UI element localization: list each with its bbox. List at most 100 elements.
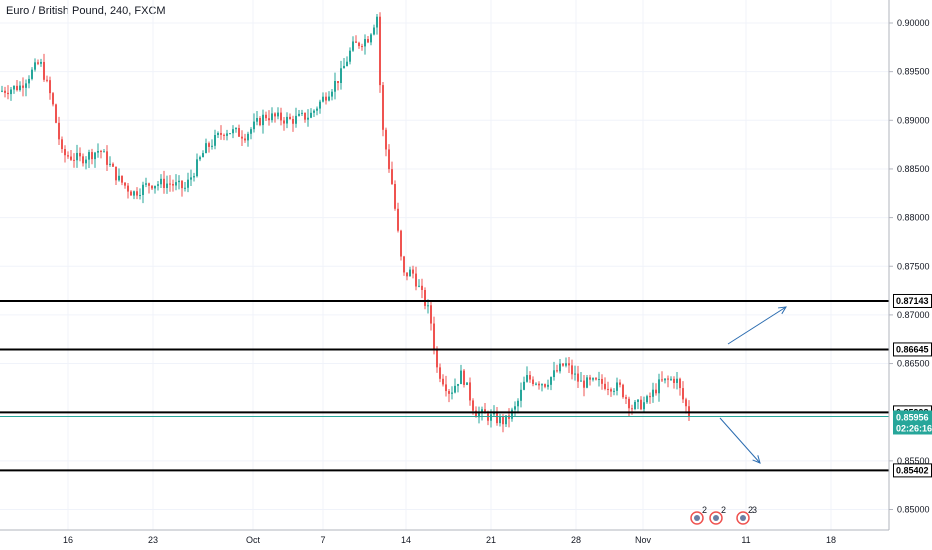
candle-body bbox=[301, 112, 303, 114]
candle-body bbox=[589, 377, 591, 380]
candle-body bbox=[550, 377, 552, 385]
candle-body bbox=[547, 384, 549, 387]
candle-body bbox=[607, 388, 609, 390]
candle-body bbox=[628, 398, 630, 409]
candle-body bbox=[334, 81, 336, 92]
candle-body bbox=[610, 389, 612, 392]
candle-body bbox=[118, 175, 120, 181]
candle-body bbox=[277, 112, 279, 117]
candle-body bbox=[223, 134, 225, 136]
y-tick-label: 0.85000 bbox=[897, 505, 930, 515]
candle-body bbox=[505, 415, 507, 425]
candle-body bbox=[583, 380, 585, 388]
candle-body bbox=[112, 163, 114, 167]
candle-body bbox=[568, 363, 570, 366]
candle-body bbox=[79, 152, 81, 157]
candle-body bbox=[544, 384, 546, 387]
candle-body bbox=[448, 391, 450, 394]
candle-body bbox=[346, 61, 348, 66]
candle-body bbox=[511, 409, 513, 419]
candle-body bbox=[424, 289, 426, 306]
candle-body bbox=[400, 230, 402, 257]
candle-body bbox=[469, 382, 471, 401]
candle-body bbox=[349, 50, 351, 62]
candle-body bbox=[520, 389, 522, 401]
trend-arrow[interactable] bbox=[719, 417, 761, 464]
candle-body bbox=[94, 152, 96, 160]
candle-body bbox=[61, 139, 63, 150]
candle-body bbox=[139, 195, 141, 197]
candle-body bbox=[43, 61, 45, 80]
candle-body bbox=[592, 378, 594, 380]
event-count: 2 bbox=[702, 505, 707, 515]
candle-body bbox=[67, 155, 69, 157]
candle-body bbox=[433, 323, 435, 350]
candle-body bbox=[190, 177, 192, 180]
candle-body bbox=[631, 408, 633, 410]
candle-body bbox=[478, 412, 480, 418]
candle-body bbox=[613, 390, 615, 392]
y-tick-label: 0.87500 bbox=[897, 261, 930, 271]
candle-body bbox=[208, 143, 210, 147]
candle-body bbox=[442, 378, 444, 385]
candle-body bbox=[361, 46, 363, 48]
candle-body bbox=[553, 370, 555, 378]
candle-body bbox=[70, 156, 72, 160]
candle-body bbox=[283, 120, 285, 124]
candle-body bbox=[130, 191, 132, 196]
candle-body bbox=[358, 42, 360, 47]
level-label: 0.87143 bbox=[896, 296, 929, 306]
candle-body bbox=[259, 118, 261, 126]
candle-body bbox=[586, 377, 588, 388]
candle-body bbox=[421, 285, 423, 290]
event-count: 2 bbox=[748, 505, 753, 515]
candle-body bbox=[100, 150, 102, 152]
candle-body bbox=[214, 134, 216, 146]
trend-arrow[interactable] bbox=[727, 306, 787, 345]
candle-body bbox=[604, 383, 606, 389]
level-label-inner bbox=[894, 294, 931, 307]
candle-body bbox=[235, 128, 237, 130]
candle-body bbox=[154, 185, 156, 189]
candle-body bbox=[316, 108, 318, 111]
candle-body bbox=[136, 191, 138, 196]
candle-body bbox=[88, 152, 90, 160]
candle-body bbox=[46, 79, 48, 81]
candle-body bbox=[403, 256, 405, 273]
candle-body bbox=[202, 153, 204, 158]
candle-body bbox=[199, 157, 201, 160]
y-tick-label: 0.87000 bbox=[897, 310, 930, 320]
candle-body bbox=[145, 183, 147, 185]
candle-body bbox=[91, 152, 93, 160]
price-axis-panel bbox=[889, 0, 932, 530]
candle-body bbox=[127, 185, 129, 192]
candle-body bbox=[673, 378, 675, 383]
candle-body bbox=[4, 90, 6, 93]
candle-body bbox=[196, 159, 198, 177]
candle-body bbox=[352, 41, 354, 51]
candle-body bbox=[436, 349, 438, 368]
candle-body bbox=[682, 388, 684, 400]
candle-body bbox=[370, 34, 372, 43]
candle-body bbox=[514, 406, 516, 410]
candle-body bbox=[655, 389, 657, 394]
candle-body bbox=[580, 380, 582, 382]
candle-body bbox=[253, 121, 255, 130]
chart-title: Euro / British Pound, 240, FXCM bbox=[6, 5, 166, 17]
candle-body bbox=[532, 379, 534, 385]
candle-body bbox=[637, 399, 639, 402]
candle-body bbox=[142, 184, 144, 196]
candle-body bbox=[688, 406, 690, 417]
candle-body bbox=[58, 122, 60, 140]
x-tick-label: 16 bbox=[63, 535, 73, 545]
candle-body bbox=[652, 389, 654, 397]
candle-body bbox=[19, 85, 21, 91]
candle-body bbox=[325, 96, 327, 101]
candle-body bbox=[340, 68, 342, 83]
candle-body bbox=[103, 151, 105, 153]
candle-body bbox=[649, 396, 651, 398]
candle-body bbox=[244, 138, 246, 141]
candle-body bbox=[451, 392, 453, 394]
candle-body bbox=[508, 415, 510, 419]
